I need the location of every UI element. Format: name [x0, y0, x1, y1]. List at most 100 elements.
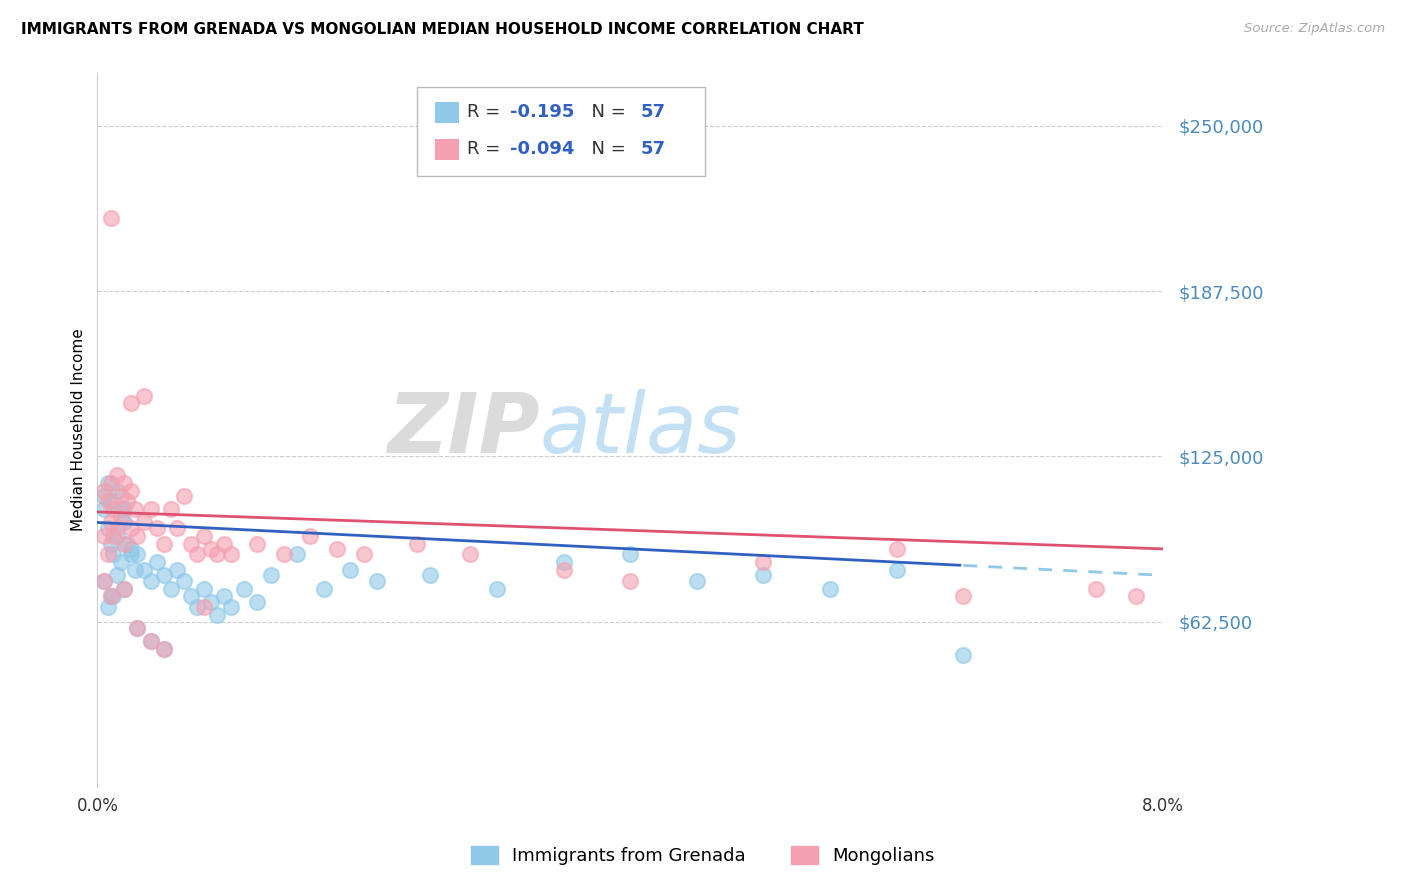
Point	[127, 621, 149, 635]
Point	[112, 502, 135, 516]
Point	[159, 582, 181, 596]
Point	[259, 568, 281, 582]
Point	[110, 510, 132, 524]
Point	[100, 590, 122, 604]
Text: R =: R =	[467, 103, 506, 121]
Text: ZIP: ZIP	[387, 390, 540, 470]
Point	[97, 600, 120, 615]
Point	[100, 475, 122, 490]
FancyBboxPatch shape	[418, 87, 704, 177]
Point	[299, 529, 322, 543]
Point	[886, 563, 908, 577]
Y-axis label: Median Household Income: Median Household Income	[72, 328, 86, 532]
Point	[406, 536, 429, 550]
Point	[200, 541, 222, 556]
FancyBboxPatch shape	[436, 138, 458, 160]
Text: 57: 57	[641, 140, 666, 159]
Point	[132, 388, 155, 402]
Point	[752, 568, 775, 582]
Point	[353, 547, 375, 561]
Text: N =: N =	[581, 103, 631, 121]
Point	[153, 642, 176, 657]
Point	[752, 555, 775, 569]
Point	[200, 595, 222, 609]
Point	[186, 547, 208, 561]
Point	[112, 536, 135, 550]
Point	[818, 582, 841, 596]
Point	[93, 574, 115, 588]
Point	[193, 529, 215, 543]
Point	[115, 494, 138, 508]
Point	[93, 574, 115, 588]
Point	[105, 467, 128, 482]
Point	[146, 521, 169, 535]
Text: -0.094: -0.094	[510, 140, 574, 159]
Text: R =: R =	[467, 140, 506, 159]
Text: Source: ZipAtlas.com: Source: ZipAtlas.com	[1244, 22, 1385, 36]
Point	[103, 529, 125, 543]
Text: 57: 57	[641, 103, 666, 121]
Point	[952, 590, 974, 604]
Point	[127, 547, 149, 561]
Point	[686, 574, 709, 588]
Point	[110, 489, 132, 503]
Point	[120, 541, 142, 556]
Point	[273, 547, 295, 561]
Point	[112, 582, 135, 596]
Point	[124, 563, 146, 577]
Point	[219, 547, 242, 561]
Point	[97, 475, 120, 490]
Point	[166, 563, 188, 577]
Point	[153, 642, 176, 657]
Point	[886, 541, 908, 556]
Point	[146, 555, 169, 569]
Point	[124, 502, 146, 516]
Point	[186, 600, 208, 615]
Point	[105, 529, 128, 543]
Point	[100, 536, 122, 550]
Point	[120, 396, 142, 410]
Point	[112, 475, 135, 490]
Point	[110, 555, 132, 569]
Point	[112, 582, 135, 596]
Point	[212, 590, 235, 604]
Point	[100, 494, 122, 508]
Point	[180, 536, 202, 550]
Point	[460, 547, 482, 561]
Point	[180, 590, 202, 604]
Point	[159, 502, 181, 516]
Text: IMMIGRANTS FROM GRENADA VS MONGOLIAN MEDIAN HOUSEHOLD INCOME CORRELATION CHART: IMMIGRANTS FROM GRENADA VS MONGOLIAN MED…	[21, 22, 863, 37]
Point	[166, 521, 188, 535]
Point	[139, 634, 162, 648]
Point	[485, 582, 508, 596]
Point	[139, 634, 162, 648]
Point	[103, 502, 125, 516]
Point	[232, 582, 254, 596]
Point	[97, 521, 120, 535]
Point	[212, 536, 235, 550]
Point	[103, 547, 125, 561]
Point	[153, 568, 176, 582]
Point	[132, 563, 155, 577]
Point	[139, 502, 162, 516]
Point	[105, 521, 128, 535]
Point	[207, 607, 229, 622]
Point	[115, 536, 138, 550]
Point	[93, 502, 115, 516]
Point	[153, 536, 176, 550]
Point	[285, 547, 308, 561]
Point	[112, 516, 135, 530]
Point	[1125, 590, 1147, 604]
Point	[219, 600, 242, 615]
Point	[105, 568, 128, 582]
Point	[100, 516, 122, 530]
Point	[120, 483, 142, 498]
Point	[93, 489, 115, 503]
Point	[173, 489, 195, 503]
Point	[100, 590, 122, 604]
Point	[120, 547, 142, 561]
Point	[619, 574, 641, 588]
Point	[103, 590, 125, 604]
Point	[1085, 582, 1108, 596]
FancyBboxPatch shape	[436, 102, 458, 123]
